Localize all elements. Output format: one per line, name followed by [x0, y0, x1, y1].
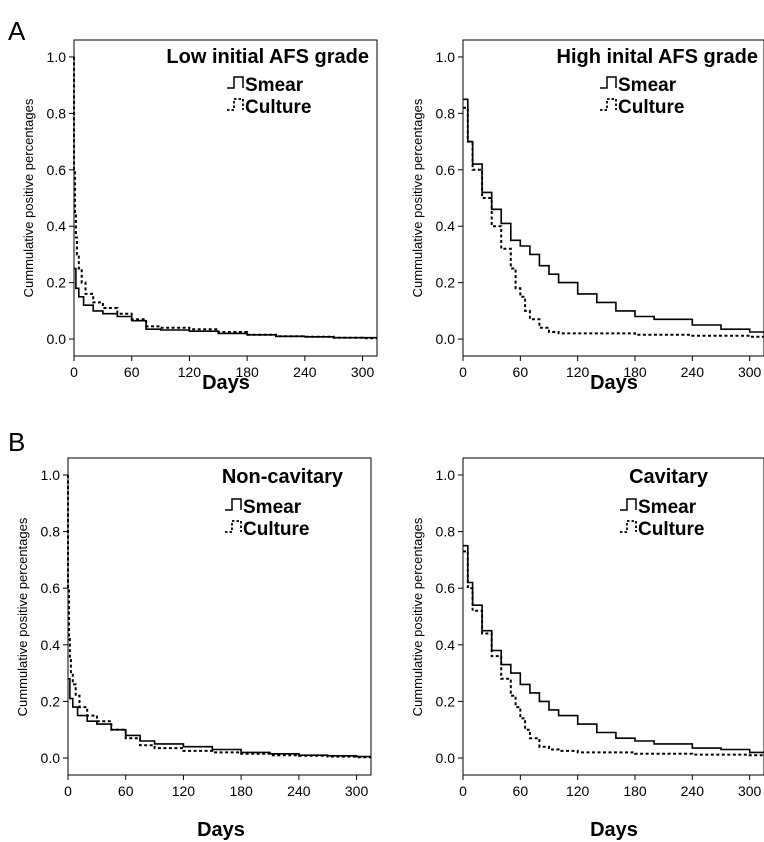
- chart-title: High inital AFS grade: [557, 46, 759, 68]
- x-tick-label: 240: [287, 783, 311, 799]
- x-tick-label: 180: [623, 364, 647, 380]
- legend-label-smear: Smear: [243, 497, 302, 518]
- y-axis-label: Cummulative positive percentages: [410, 517, 425, 716]
- x-tick-label: 60: [118, 783, 134, 799]
- x-tick-label: 0: [70, 364, 78, 380]
- x-tick-label: 0: [459, 783, 467, 799]
- x-axis-label: Days: [197, 819, 245, 841]
- y-tick-label: 1.0: [41, 467, 61, 483]
- y-axis-label: Cummulative positive percentages: [15, 517, 30, 716]
- y-tick-label: 0.0: [47, 331, 67, 347]
- chart-title: Non-cavitary: [222, 466, 344, 488]
- x-tick-label: 300: [738, 783, 762, 799]
- y-tick-label: 0.2: [41, 693, 61, 709]
- x-axis-label: Days: [590, 372, 638, 394]
- legend-label-culture: Culture: [243, 519, 310, 540]
- charts-container: 0.0 0.2 0.4 0.6 0.8 1.0 0 60 120 180 240 300 Days Cum…: [15, 39, 764, 841]
- x-tick-label: 60: [513, 783, 529, 799]
- x-tick-label: 0: [64, 783, 72, 799]
- chart-panel-2: 0.0 0.2 0.4 0.6 0.8 1.0 0 60 120 180 240 300 Days Cum…: [410, 39, 764, 394]
- x-tick-label: 240: [681, 783, 705, 799]
- chart-title: Low initial AFS grade: [166, 46, 369, 68]
- series-line-culture: [67, 475, 371, 759]
- y-tick-label: 0.0: [436, 750, 456, 766]
- legend-swatch-smear: [225, 498, 242, 511]
- x-tick-label: 120: [178, 364, 202, 380]
- x-axis-label: Days: [590, 819, 638, 841]
- y-tick-label: 0.8: [41, 524, 61, 540]
- legend-swatch-smear: [227, 76, 244, 89]
- x-tick-label: 240: [293, 364, 317, 380]
- x-tick-label: 120: [566, 783, 590, 799]
- chart-panel-4: 0.0 0.2 0.4 0.6 0.8 1.0 0 60 120 180 240 300 Days Cum…: [410, 457, 764, 841]
- plot-frame: [67, 457, 372, 776]
- y-tick-label: 0.6: [41, 580, 61, 596]
- legend-label-culture: Culture: [618, 97, 685, 118]
- x-tick-label: 120: [172, 783, 196, 799]
- series-line-smear: [74, 267, 377, 339]
- plot-frame: [73, 39, 378, 357]
- y-tick-label: 0.4: [41, 637, 61, 653]
- series-line-smear: [68, 678, 371, 758]
- x-tick-label: 60: [124, 364, 140, 380]
- x-tick-label: 300: [351, 364, 375, 380]
- panel-letter-a: A: [8, 16, 26, 46]
- chart-panel-3: 0.0 0.2 0.4 0.6 0.8 1.0 0 60 120 180 240 300 Days Cum…: [15, 457, 372, 841]
- legend-swatch-culture: [225, 520, 242, 533]
- y-tick-label: 0.8: [436, 524, 456, 540]
- legend-label-culture: Culture: [638, 519, 705, 540]
- y-tick-label: 0.2: [436, 693, 456, 709]
- series-line-smear: [463, 544, 764, 754]
- series-line-culture: [463, 550, 764, 757]
- x-tick-label: 300: [738, 364, 762, 380]
- series-line-culture: [73, 56, 377, 340]
- chart-title: Cavitary: [629, 466, 709, 488]
- y-tick-label: 0.4: [436, 218, 456, 234]
- chart-panel-1: 0.0 0.2 0.4 0.6 0.8 1.0 0 60 120 180 240 300 Days Cum…: [21, 39, 378, 394]
- y-tick-label: 0.4: [436, 637, 456, 653]
- x-tick-label: 120: [566, 364, 590, 380]
- x-tick-label: 60: [513, 364, 529, 380]
- y-tick-label: 0.6: [436, 162, 456, 178]
- y-tick-label: 0.4: [47, 218, 67, 234]
- series-line-culture: [463, 106, 764, 338]
- x-tick-label: 0: [459, 364, 467, 380]
- legend-swatch-smear: [600, 76, 617, 89]
- y-tick-label: 0.6: [436, 580, 456, 596]
- x-tick-label: 180: [623, 783, 647, 799]
- y-tick-label: 1.0: [436, 49, 456, 65]
- x-tick-label: 300: [345, 783, 369, 799]
- y-tick-label: 0.0: [41, 750, 61, 766]
- y-axis-label: Cummulative positive percentages: [410, 98, 425, 297]
- y-tick-label: 1.0: [47, 49, 67, 65]
- series-line-smear: [463, 98, 764, 334]
- legend-swatch-culture: [600, 98, 617, 111]
- y-axis-label: Cummulative positive percentages: [21, 98, 36, 297]
- plot-frame: [462, 457, 764, 776]
- legend-label-smear: Smear: [245, 75, 304, 96]
- x-tick-label: 240: [681, 364, 705, 380]
- legend-label-smear: Smear: [618, 75, 677, 96]
- legend-label-smear: Smear: [638, 497, 697, 518]
- y-tick-label: 0.8: [436, 105, 456, 121]
- legend-label-culture: Culture: [245, 97, 312, 118]
- y-tick-label: 0.2: [47, 275, 67, 291]
- y-tick-label: 0.0: [436, 331, 456, 347]
- x-axis-label: Days: [202, 372, 250, 394]
- legend-swatch-culture: [227, 98, 244, 111]
- y-tick-label: 0.8: [47, 105, 67, 121]
- legend-swatch-culture: [620, 520, 637, 533]
- panel-letter-b: B: [8, 427, 25, 457]
- y-tick-label: 0.2: [436, 275, 456, 291]
- plot-frame: [462, 39, 764, 357]
- y-tick-label: 0.6: [47, 162, 67, 178]
- legend-swatch-smear: [620, 498, 637, 511]
- x-tick-label: 180: [229, 783, 253, 799]
- y-tick-label: 1.0: [436, 467, 456, 483]
- x-tick-label: 180: [235, 364, 259, 380]
